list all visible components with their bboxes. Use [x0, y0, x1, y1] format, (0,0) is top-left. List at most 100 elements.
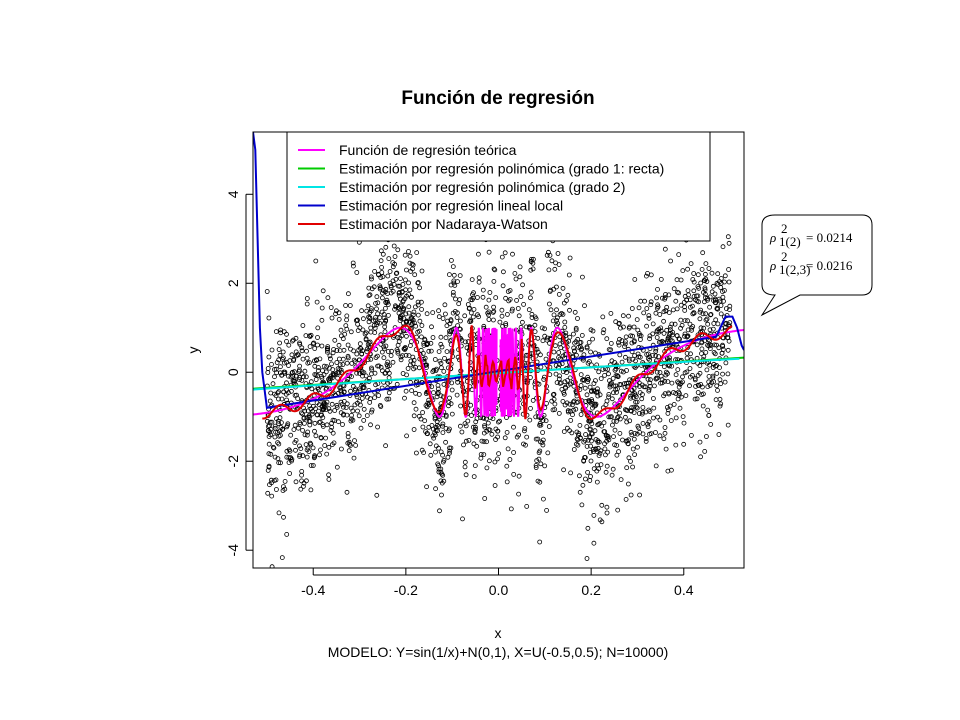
data-point — [462, 464, 468, 470]
data-point — [304, 355, 310, 361]
data-point — [576, 432, 581, 438]
data-point — [687, 366, 693, 371]
data-point — [690, 303, 695, 309]
data-point — [535, 349, 541, 355]
y-tick-label: 2 — [225, 279, 241, 287]
data-point — [540, 430, 545, 435]
data-point — [394, 270, 400, 276]
legend: Función de regresión teórica Estimación p… — [286, 131, 711, 242]
data-point — [380, 251, 386, 257]
data-point — [606, 414, 612, 420]
data-point — [678, 317, 684, 323]
data-point — [379, 264, 385, 270]
data-point — [315, 325, 321, 331]
data-point — [632, 391, 638, 397]
data-point — [466, 437, 472, 443]
data-point — [423, 429, 429, 435]
data-point — [665, 404, 670, 410]
data-point — [459, 429, 465, 435]
data-point — [468, 402, 474, 408]
data-point — [536, 456, 542, 462]
data-point — [295, 425, 301, 431]
data-point — [305, 360, 311, 366]
data-point — [457, 318, 463, 324]
data-point — [326, 406, 332, 412]
data-point — [625, 408, 630, 414]
data-point — [623, 496, 629, 502]
data-point — [672, 321, 678, 327]
data-point — [398, 304, 404, 310]
data-point — [584, 344, 590, 350]
data-point — [352, 438, 357, 444]
data-point — [409, 261, 415, 267]
data-point — [372, 330, 378, 336]
data-point — [582, 385, 588, 391]
data-point — [411, 309, 417, 315]
data-point — [355, 408, 360, 414]
data-point — [290, 369, 295, 375]
data-point — [364, 413, 370, 419]
data-point — [700, 403, 706, 409]
data-point — [597, 392, 603, 398]
data-point — [604, 336, 610, 342]
data-point — [344, 489, 350, 495]
data-point — [340, 422, 345, 427]
data-point — [508, 506, 514, 512]
x-tick-label: 0.0 — [489, 582, 509, 598]
data-point — [301, 415, 307, 421]
data-point — [600, 330, 606, 336]
data-point — [638, 337, 643, 342]
data-point — [669, 380, 675, 386]
data-point — [338, 399, 344, 405]
data-point — [699, 351, 704, 357]
data-point — [308, 332, 314, 338]
data-point — [507, 296, 513, 302]
data-point — [341, 398, 347, 404]
data-point — [349, 360, 355, 366]
data-point — [457, 273, 463, 279]
data-point — [436, 445, 441, 451]
data-point — [553, 260, 558, 266]
data-point — [552, 401, 558, 407]
data-point — [386, 390, 392, 396]
data-point — [653, 463, 659, 469]
data-point — [613, 319, 619, 325]
data-point — [392, 303, 398, 309]
data-point — [713, 317, 719, 323]
data-point — [697, 370, 703, 376]
data-point — [682, 331, 688, 337]
data-point — [333, 308, 339, 314]
data-point — [556, 376, 562, 382]
data-point — [665, 371, 670, 376]
data-point — [359, 351, 365, 357]
data-point — [319, 343, 325, 349]
data-point — [359, 395, 365, 401]
data-point — [315, 342, 320, 348]
data-point — [724, 306, 729, 312]
data-point — [505, 446, 511, 452]
data-point — [315, 335, 320, 340]
data-point — [632, 452, 637, 458]
data-point — [348, 418, 354, 424]
data-point — [694, 342, 700, 348]
data-point — [294, 392, 299, 398]
data-point — [593, 389, 599, 395]
data-point — [628, 395, 633, 401]
data-point — [599, 423, 605, 429]
data-point — [662, 296, 668, 302]
data-point — [570, 402, 575, 408]
data-point — [689, 432, 694, 438]
data-point — [609, 358, 615, 364]
data-point — [328, 305, 334, 310]
data-point — [645, 356, 651, 362]
data-point — [540, 442, 546, 448]
data-point — [303, 374, 309, 380]
data-point — [533, 414, 539, 420]
data-point — [409, 388, 415, 394]
data-point — [670, 332, 675, 338]
data-point — [578, 383, 584, 388]
data-point — [528, 295, 533, 301]
data-point — [343, 303, 349, 308]
data-point — [654, 295, 659, 301]
data-point — [691, 271, 697, 276]
